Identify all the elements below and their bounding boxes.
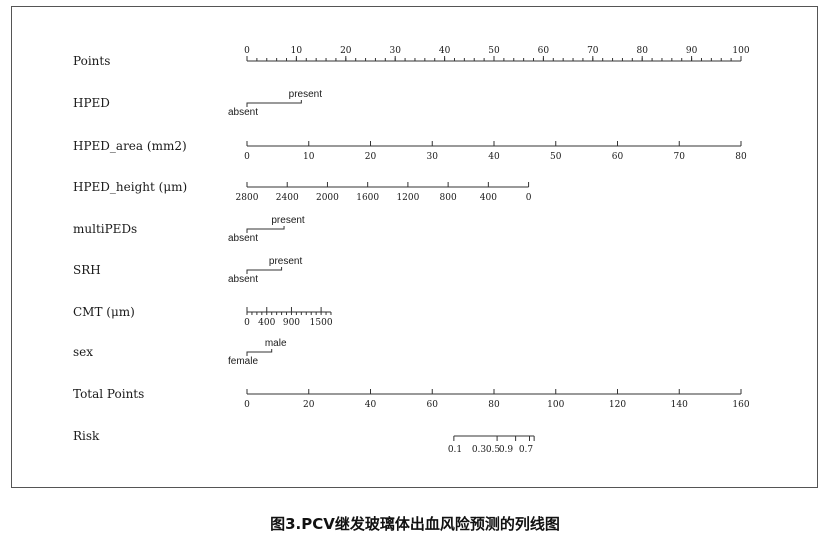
tick-label: 60 [427,400,439,410]
tick-label: 0 [244,46,250,56]
tick-label: 800 [440,193,457,203]
tick-label: 1200 [396,193,419,203]
category-label-absent: absent [228,233,258,244]
tick-label: 20 [365,152,377,162]
row-label: Total Points [73,387,144,401]
row-label: CMT (μm) [73,305,135,319]
tick-label: 0 [244,400,250,410]
tick-label: 120 [609,400,626,410]
row-label: HPED [73,96,110,110]
tick-label: 80 [488,400,500,410]
tick-label: 60 [538,46,550,56]
row-label: SRH [73,263,101,277]
category-bracket [246,226,285,233]
tick-label: 70 [587,46,599,56]
tick-label: 0 [526,193,532,203]
tick-label: 70 [674,152,686,162]
tick-label: 10 [291,46,303,56]
row-label: HPED_area (mm2) [73,139,187,153]
tick-label: 50 [550,152,562,162]
category-label-present: present [289,89,323,100]
tick-label: 20 [303,400,315,410]
tick-label: 30 [389,46,401,56]
tick-label: 1600 [356,193,379,203]
tick-label: 60 [612,152,624,162]
category-label-absent: absent [228,107,258,118]
tick-label: 140 [671,400,688,410]
figure-frame [11,6,818,488]
tick-label: 40 [365,400,377,410]
row-label: sex [73,345,93,359]
tick-label: 0.1 [448,445,462,455]
tick-label: 0.7 [519,445,534,455]
row-label: HPED_height (μm) [73,180,187,194]
tick-label: 100 [547,400,564,410]
tick-label: 90 [686,46,698,56]
tick-label: 40 [488,152,500,162]
tick-label: 50 [488,46,500,56]
category-label-present: present [271,215,305,226]
tick-label: 0 [244,152,250,162]
tick-label: 30 [427,152,439,162]
tick-label: 1500 [310,318,333,328]
tick-label: 2800 [236,193,259,203]
tick-label: 20 [340,46,352,56]
category-label-present: present [269,256,303,267]
category-bracket [246,100,302,107]
tick-label: 0 [244,318,250,328]
category-bracket [246,349,273,356]
tick-label: 160 [732,400,749,410]
tick-label: 900 [283,318,300,328]
tick-label: 80 [636,46,648,56]
tick-label: 10 [303,152,315,162]
row-label: multiPEDs [73,222,137,236]
tick-label: 40 [439,46,451,56]
tick-label: 80 [735,152,747,162]
tick-label: 2000 [316,193,339,203]
tick-label: 100 [732,46,749,56]
tick-label: 400 [480,193,497,203]
figure-caption: 图3.PCV继发玻璃体出血风险预测的列线图 [270,515,560,533]
tick-label: 400 [258,318,275,328]
category-bracket [246,267,283,274]
tick-label: 0.3 [472,445,487,455]
tick-label: 0.9 [499,445,514,455]
row-label: Risk [73,429,100,443]
tick-label: 0.5 [486,445,501,455]
category-label-absent: absent [228,274,258,285]
category-label-female: female [228,356,258,367]
tick-label: 2400 [276,193,299,203]
row-label: Points [73,54,110,68]
category-label-male: male [265,338,287,349]
